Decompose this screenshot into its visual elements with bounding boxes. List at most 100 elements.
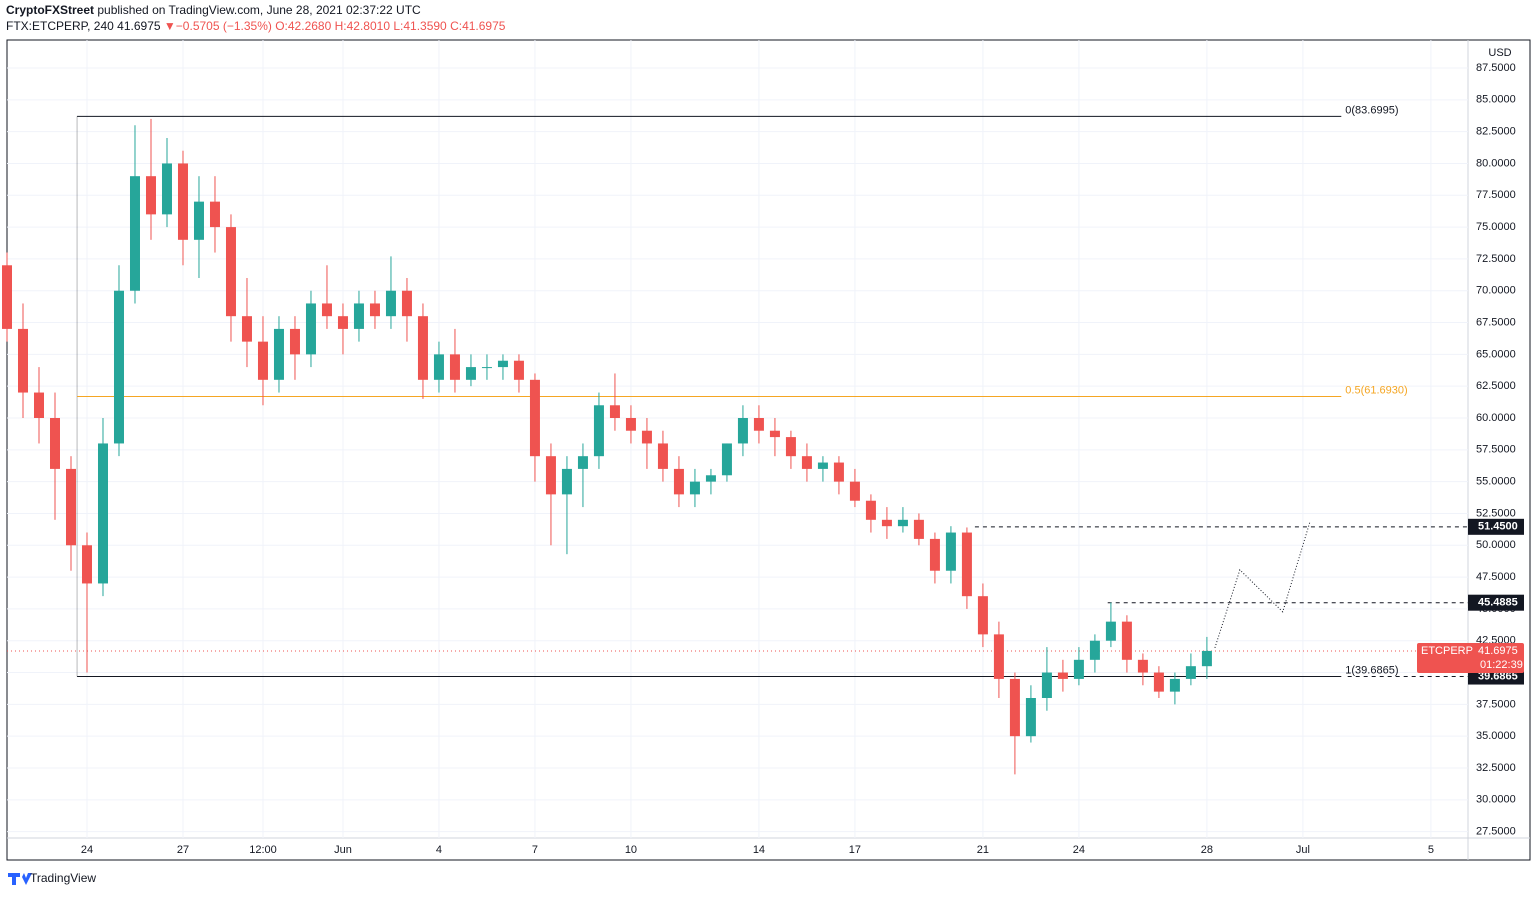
candle-body [689,481,700,495]
candle-body [1089,640,1100,660]
x-tick-label: 17 [849,844,861,856]
candle-body [1105,621,1116,641]
candle-body [737,418,748,444]
candle-body [1025,698,1036,737]
published: published on TradingView.com, June 28, 2… [97,3,421,17]
unit: USD [1488,47,1511,59]
current-tag [1417,642,1524,673]
candle-body [337,316,348,329]
ohlc: L:41.3590 [393,19,447,33]
price-level-label: 51.4500 [1478,521,1518,533]
y-tick-label: 72.5000 [1476,253,1516,265]
candle-body [353,303,364,329]
candle-body [1169,678,1180,692]
y-tick-label: 67.5000 [1476,316,1516,328]
fib-label: 0.5(61.6930) [1345,384,1407,396]
candle-body [433,354,444,380]
x-tick-label: Jul [1296,844,1310,856]
candle-body [577,456,588,469]
grid [7,40,1468,838]
x-tick-label: 4 [436,844,442,856]
candle-body [561,468,572,495]
y-tick-label: 75.0000 [1476,221,1516,233]
candle-body [801,456,812,469]
candle-body [929,538,940,571]
candle-body [177,163,188,240]
candle-body [2,265,12,329]
candle-body [1153,672,1164,692]
symbol: FTX:ETCPERP, 240 [6,19,114,33]
candle-body [257,341,268,380]
candle-body [721,443,732,476]
y-tick-label: 55.0000 [1476,476,1516,488]
candle-body [1073,659,1084,679]
ohlc: C:41.6975 [450,19,506,33]
candle-body [881,519,892,527]
candle-body [289,328,300,355]
x-tick-label: Jun [334,844,352,856]
projection-path [1214,521,1311,649]
fib-label: 1(39.6865) [1345,664,1398,676]
candle-body [609,405,620,418]
candle-body [1041,672,1052,698]
candle-body [705,475,716,482]
y-tick-label: 57.5000 [1476,444,1516,456]
fib-label: 0(83.6995) [1345,104,1398,116]
candle-body [145,176,156,215]
candle-body [961,532,972,597]
candle-body [529,379,540,457]
y-tick-label: 47.5000 [1476,571,1516,583]
x-tick-label: 28 [1201,844,1213,856]
y-tick-label: 77.5000 [1476,189,1516,201]
price-level-label: 39.6865 [1478,670,1518,682]
candle-body [769,430,780,438]
candle-body [465,367,476,380]
current-symbol: ETCPERP [1421,645,1473,657]
candle-body [785,437,796,457]
candle-body [305,303,316,355]
y-tick-label: 85.0000 [1476,94,1516,106]
candle-body [225,227,236,317]
y-tick-label: 52.5000 [1476,507,1516,519]
x-tick-label: 10 [625,844,637,856]
candle-body [209,201,220,228]
candle-body [241,316,252,342]
y-tick-label: 87.5000 [1476,62,1516,74]
y-tick-label: 70.0000 [1476,285,1516,297]
y-tick-label: 60.0000 [1476,412,1516,424]
footer: TradingView [8,871,96,885]
price-level-tag [1468,594,1524,611]
candle-body [273,328,284,380]
candle-body [1201,650,1212,667]
candle-body [625,418,636,431]
y-tick-label: 62.5000 [1476,380,1516,392]
candle-body [1121,621,1132,660]
y-tick-label: 80.0000 [1476,157,1516,169]
brand: TradingView [30,871,96,885]
y-tick-label: 30.0000 [1476,794,1516,806]
candle-body [417,316,428,380]
y-tick-label: 37.5000 [1476,698,1516,710]
countdown: 01:22:39 [1480,659,1523,671]
last: 41.6975 [117,19,161,33]
price-level-tag [1468,518,1524,535]
header-line: CryptoFXStreet published on TradingView.… [6,3,421,17]
candle-body [385,290,396,317]
candle-body [1185,666,1196,679]
candle-body [369,303,380,317]
x-tick-label: 21 [977,844,989,856]
candle-body [17,328,28,393]
y-tick-label: 32.5000 [1476,762,1516,774]
candle-body [753,418,764,431]
candle-body [513,360,524,380]
ohlc: O:42.2680 [275,19,331,33]
candle-body [193,201,204,240]
x-tick-label: 14 [753,844,765,856]
ohlc: H:42.8010 [335,19,391,33]
candle-body [849,481,860,501]
candle-body [945,532,956,571]
candle-body [161,163,172,215]
change: −0.5705 (−1.35%) [176,19,272,33]
